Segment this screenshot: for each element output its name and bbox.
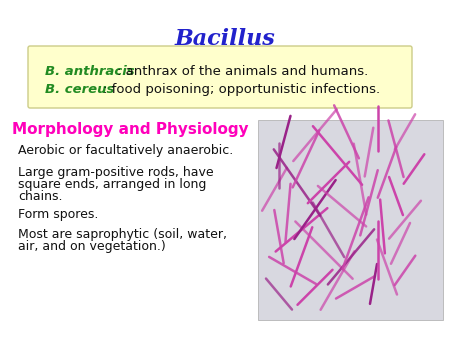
- Text: Morphology and Physiology: Morphology and Physiology: [12, 122, 248, 137]
- Text: square ends, arranged in long: square ends, arranged in long: [18, 178, 207, 191]
- FancyBboxPatch shape: [28, 46, 412, 108]
- Text: B. cereus: B. cereus: [45, 83, 114, 96]
- Text: Large gram-positive rods, have: Large gram-positive rods, have: [18, 166, 214, 179]
- Text: Most are saprophytic (soil, water,: Most are saprophytic (soil, water,: [18, 228, 227, 241]
- Text: : anthrax of the animals and humans.: : anthrax of the animals and humans.: [117, 65, 368, 78]
- Text: Bacillus: Bacillus: [175, 28, 275, 50]
- Text: B. anthracis: B. anthracis: [45, 65, 135, 78]
- Text: Aerobic or facultatively anaerobic.: Aerobic or facultatively anaerobic.: [18, 144, 233, 157]
- Text: chains.: chains.: [18, 190, 63, 203]
- Text: air, and on vegetation.): air, and on vegetation.): [18, 240, 166, 253]
- Text: Form spores.: Form spores.: [18, 208, 99, 221]
- Text: : food poisoning; opportunistic infections.: : food poisoning; opportunistic infectio…: [103, 83, 380, 96]
- Bar: [258, 120, 443, 320]
